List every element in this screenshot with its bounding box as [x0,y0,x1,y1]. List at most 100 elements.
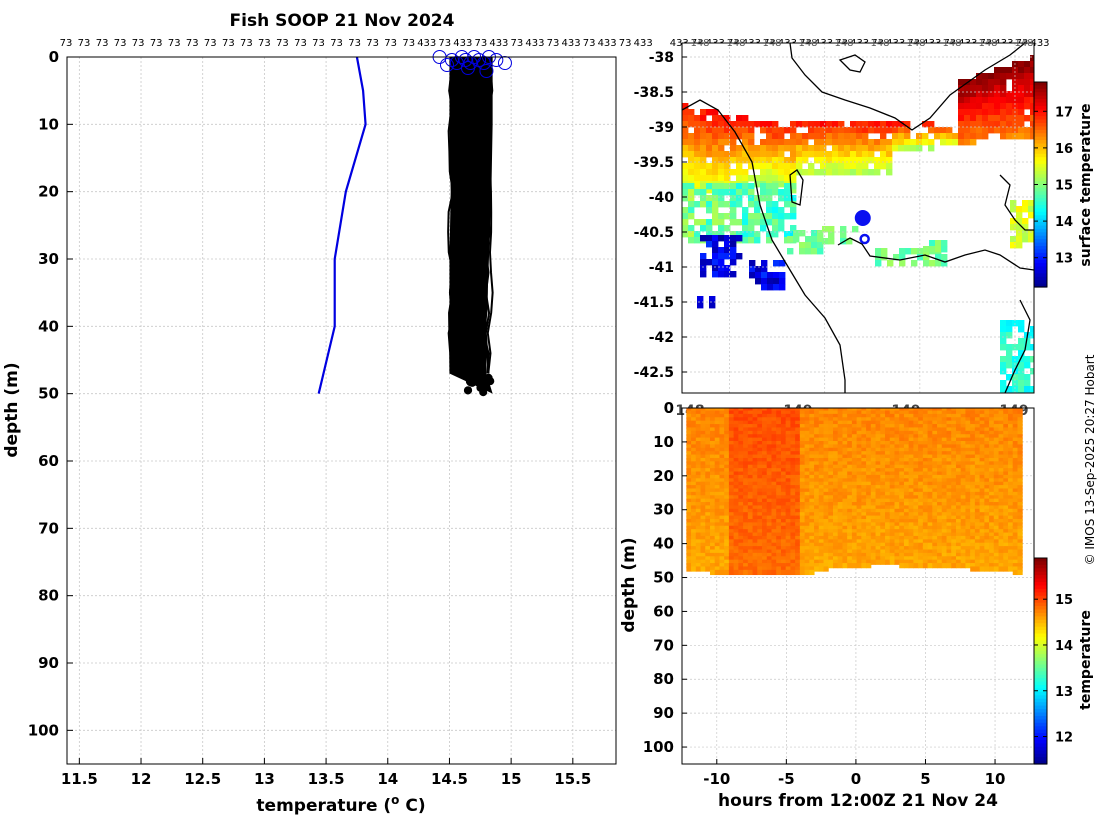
temp-dot [847,502,853,508]
temp-dot [691,566,697,572]
temp-dot [762,512,768,518]
sst-cell [796,145,803,152]
temp-dot [1008,515,1014,521]
sst-cell [766,169,773,176]
temp-dot [885,464,891,470]
temp-dot [766,447,772,453]
temp-dot [1012,563,1018,569]
map-colorbar-segment [1034,102,1047,107]
temp-dot [790,491,796,498]
temp-dot [714,535,720,542]
temp-dot [752,420,758,426]
temp-dot [922,485,929,491]
temp-dot [695,508,702,515]
temp-dot [766,478,772,484]
temp-dot [856,464,862,470]
temp-dot [894,461,900,467]
temp-dot [752,444,758,450]
temp-dot [875,529,881,535]
sst-cell [868,121,875,128]
temp-dot [828,532,834,538]
temp-dot [899,546,905,552]
temp-dot [894,408,900,413]
temp-dot [889,441,895,447]
temp-dot [885,495,891,501]
temp-dot [757,491,763,498]
temp-dot [927,457,933,464]
temp-dot [870,430,877,437]
temp-dot [955,447,962,453]
sst-cell [850,157,857,164]
temp-dot [799,408,806,413]
temp-dot [946,495,952,501]
temp-dot [714,495,720,501]
temp-dot [762,437,768,443]
sst-cell [1012,374,1019,381]
temp-dot [1012,424,1018,430]
sst-cell [1018,115,1025,122]
temp-dot [837,471,843,477]
temp-dot [799,522,806,528]
sst-cell [766,219,773,226]
temp-dot [851,546,858,552]
temp-dot [922,434,929,440]
temp-dot [747,410,754,416]
temp-dot [771,464,777,470]
sst-cell [700,169,707,176]
temp-dot [691,474,697,481]
temp-dot [818,410,825,416]
temp-dot [700,437,706,443]
sst-cell [1024,127,1031,134]
temp-dot [894,532,900,538]
temp-dot [752,546,758,552]
temp-dot [951,563,957,569]
sst-cell [988,73,995,80]
temp-dot [771,502,777,508]
temp-dot [941,481,947,487]
sst-cell [899,254,906,261]
temp-dot [757,508,763,515]
temp-dot [856,474,862,481]
temp-dot [785,546,791,552]
sst-cell [718,115,725,122]
sst-cell [880,133,887,140]
temp-dot [870,539,877,545]
temp-dot [771,461,777,467]
sst-cell [820,145,827,152]
temp-dot [799,556,806,562]
temp-dot [875,518,881,525]
temp-dot [870,441,877,447]
sst-cell [694,121,701,128]
temp-dot [809,461,815,467]
temp-dot [828,454,834,460]
temp-dot [714,532,720,538]
temp-dot [804,498,810,504]
profile-top-label: 73 [258,38,271,49]
temp-dot [979,546,985,552]
temp-dot [1008,461,1014,467]
temp-dot [913,563,919,569]
time-colorbar-segment [1034,619,1047,624]
temp-dot [780,427,787,433]
temp-dot [908,420,914,426]
sst-cell [1030,115,1034,122]
temp-dot [989,451,995,457]
temp-dot [951,535,957,542]
temp-dot [974,529,981,535]
temp-dot [785,525,791,531]
temp-dot [880,518,886,525]
sst-cell [724,247,731,254]
temp-dot [937,454,943,460]
temp-dot [870,451,877,457]
sst-cell [886,127,893,134]
temp-dot [714,566,720,572]
temp-dot [799,539,806,545]
temp-dot [728,569,735,576]
temp-dot [965,488,971,494]
temp-dot [799,495,806,501]
sst-cell [846,238,853,245]
temp-dot [1003,420,1009,426]
temp-dot [932,471,938,477]
temp-dot [728,474,735,481]
temp-dot [733,437,739,443]
